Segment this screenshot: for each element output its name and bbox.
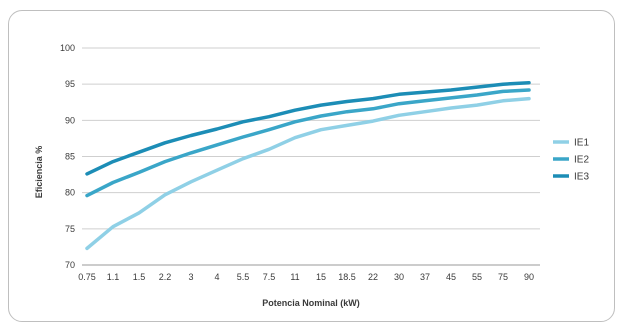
y-tick-label-85: 85 — [65, 152, 75, 162]
x-tick-label-5: 4 — [214, 272, 219, 282]
x-tick-label-9: 15 — [316, 272, 326, 282]
x-tick-label-13: 37 — [420, 272, 430, 282]
x-tick-label-7: 7.5 — [263, 272, 276, 282]
x-tick-label-8: 11 — [290, 272, 299, 282]
series-line-ie1 — [85, 96, 531, 251]
grid-lines — [82, 47, 540, 266]
y-tick-label-75: 75 — [65, 224, 75, 234]
x-tick-label-10: 18.5 — [338, 272, 356, 282]
y-tick-label-100: 100 — [60, 43, 75, 53]
x-tick-label-2: 1.5 — [133, 272, 146, 282]
legend-label-ie3: IE3 — [574, 172, 589, 183]
legend-label-ie1: IE1 — [574, 138, 589, 149]
chart-frame — [8, 10, 615, 322]
x-tick-label-16: 75 — [498, 272, 508, 282]
legend-label-ie2: IE2 — [574, 155, 589, 166]
x-tick-label-14: 45 — [446, 272, 456, 282]
x-tick-label-17: 90 — [524, 272, 534, 282]
x-tick-label-15: 55 — [472, 272, 482, 282]
series-line-ie3 — [85, 80, 531, 176]
x-tick-label-11: 22 — [368, 272, 378, 282]
y-axis-title: Eficiencia % — [34, 146, 44, 199]
y-axis-tick-labels: 70 75 80 85 90 95 100 — [60, 43, 75, 270]
y-tick-label-95: 95 — [65, 79, 75, 89]
y-tick-label-90: 90 — [65, 115, 75, 125]
series-lines — [85, 80, 531, 251]
x-tick-label-6: 5.5 — [237, 272, 250, 282]
y-tick-label-80: 80 — [65, 188, 75, 198]
x-tick-label-3: 2.2 — [159, 272, 172, 282]
x-tick-label-4: 3 — [188, 272, 193, 282]
x-tick-label-0: 0.75 — [78, 272, 96, 282]
y-tick-label-70: 70 — [65, 260, 75, 270]
x-axis-tick-labels: 0.75 1.1 1.5 2.2 3 4 5.5 7.5 11 15 18.5 22 30 37 45 55 7… — [78, 272, 534, 282]
legend: IE1 IE2 IE3 — [553, 138, 589, 183]
x-tick-label-12: 30 — [394, 272, 404, 282]
x-axis-title: Potencia Nominal (kW) — [262, 298, 360, 308]
series-line-ie2 — [85, 88, 531, 198]
x-tick-label-1: 1.1 — [107, 272, 120, 282]
